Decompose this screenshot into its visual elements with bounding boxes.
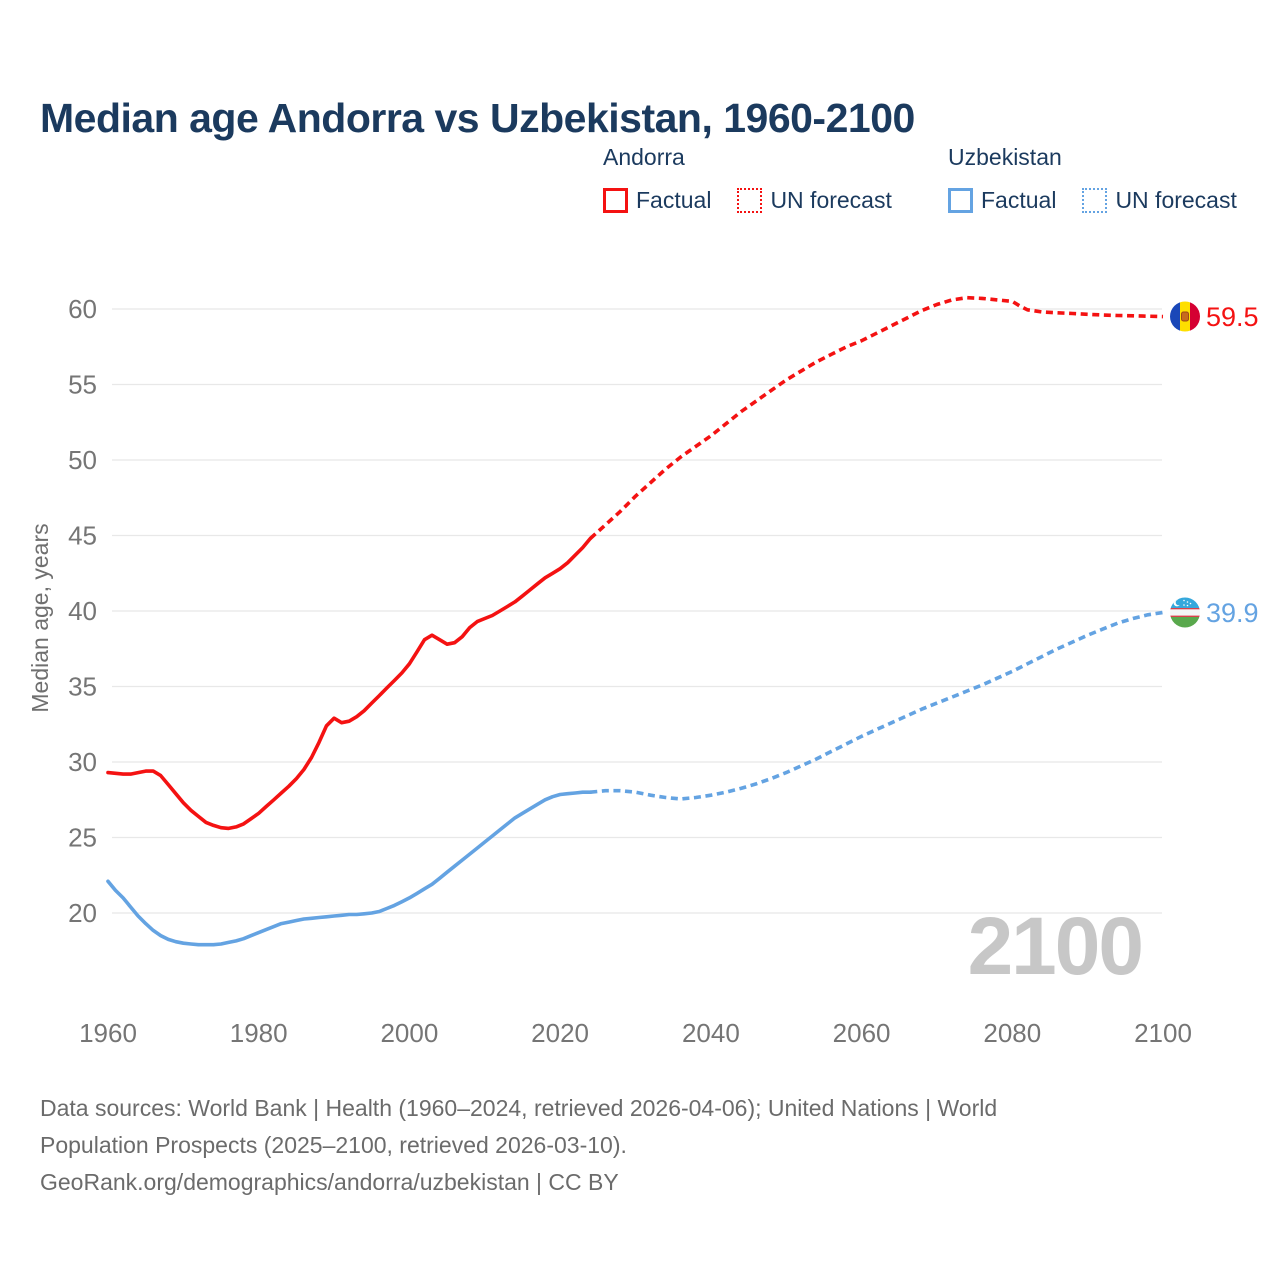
andorra-forecast-swatch — [737, 188, 763, 213]
y-tick-label: 20 — [68, 898, 97, 928]
series-uzbekistan-forecast — [590, 610, 1164, 801]
x-tick-label: 2060 — [833, 1018, 891, 1048]
series-uzbekistan-factual — [106, 790, 593, 947]
data-sources-note: Data sources: World Bank | Health (1960–… — [40, 1090, 1220, 1201]
footer-line-3: GeoRank.org/demographics/andorra/uzbekis… — [40, 1169, 619, 1195]
andorra-flag-icon — [1170, 301, 1200, 332]
footer-line-2: Population Prospects (2025–2100, retriev… — [40, 1132, 627, 1158]
uzbekistan-forecast-label: UN forecast — [1115, 187, 1237, 213]
x-tick-label: 2080 — [983, 1018, 1041, 1048]
y-tick-label: 25 — [68, 823, 97, 853]
legend-group-andorra: Andorra Factual UN forecast — [603, 144, 892, 214]
page-title: Median age Andorra vs Uzbekistan, 1960-2… — [40, 95, 915, 142]
legend-country-andorra: Andorra — [603, 144, 685, 170]
series-andorra-factual — [106, 536, 593, 831]
andorra-end-value: 59.5 — [1206, 302, 1259, 332]
x-tick-label: 2000 — [380, 1018, 438, 1048]
grid-layer: 20 25 30 35 40 45 50 55 60 1960 1980 2000 2020 2040 20… — [68, 294, 1192, 1048]
uzbekistan-factual-swatch — [948, 188, 973, 213]
y-tick-label: 60 — [68, 294, 97, 324]
y-tick-label: 35 — [68, 672, 97, 702]
uzbekistan-factual-label: Factual — [981, 187, 1057, 213]
x-tick-label: 2100 — [1134, 1018, 1192, 1048]
y-tick-label: 30 — [68, 747, 97, 777]
uzbekistan-forecast-swatch — [1082, 188, 1108, 213]
series-andorra-forecast — [589, 295, 1164, 540]
x-tick-label: 1980 — [230, 1018, 288, 1048]
watermark-year: 2100 — [968, 901, 1142, 992]
uzbekistan-flag-icon — [1170, 597, 1200, 628]
y-tick-label: 50 — [68, 445, 97, 475]
x-tick-label: 2040 — [682, 1018, 740, 1048]
andorra-forecast-label: UN forecast — [770, 187, 892, 213]
uzbekistan-end-value: 39.9 — [1206, 598, 1259, 628]
legend-group-uzbekistan: Uzbekistan Factual UN forecast — [948, 144, 1237, 214]
x-tick-label: 2020 — [531, 1018, 589, 1048]
andorra-factual-label: Factual — [636, 187, 712, 213]
legend: Andorra Factual UN forecast Uzbekistan F… — [0, 0, 1280, 230]
andorra-factual-swatch — [603, 188, 628, 213]
footer-line-1: Data sources: World Bank | Health (1960–… — [40, 1095, 998, 1121]
series-layer — [106, 295, 1164, 947]
legend-country-uzbekistan: Uzbekistan — [948, 144, 1062, 170]
x-tick-label: 1960 — [79, 1018, 137, 1048]
y-axis-title: Median age, years — [27, 523, 53, 712]
y-tick-label: 40 — [68, 596, 97, 626]
y-tick-label: 55 — [68, 370, 97, 400]
y-tick-label: 45 — [68, 521, 97, 551]
